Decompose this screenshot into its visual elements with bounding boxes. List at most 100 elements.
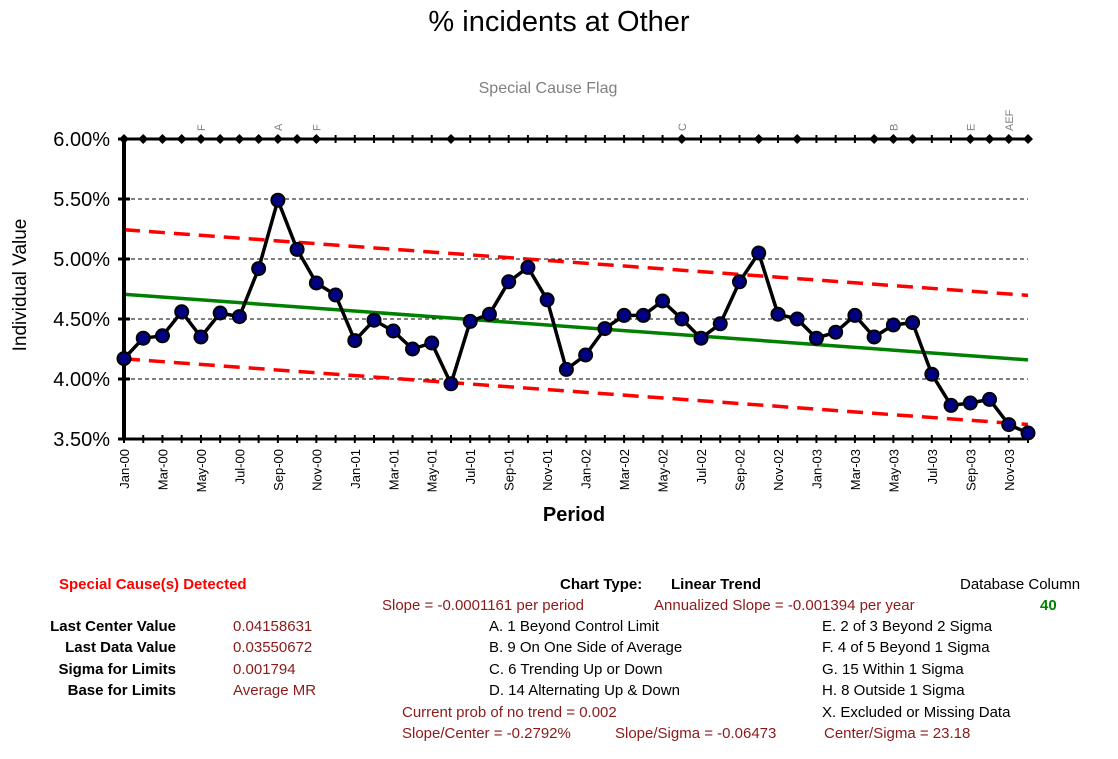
center-sigma: Center/Sigma = 23.18 bbox=[824, 725, 971, 742]
flag-label: F bbox=[196, 124, 208, 131]
data-point bbox=[558, 361, 574, 377]
slope-sigma: Slope/Sigma = -0.06473 bbox=[615, 725, 777, 742]
y-tick-label: 4.00% bbox=[53, 369, 110, 391]
data-point bbox=[116, 351, 132, 367]
data-point bbox=[405, 341, 421, 357]
data-point bbox=[328, 287, 344, 303]
data-point bbox=[135, 330, 151, 346]
data-point bbox=[962, 395, 978, 411]
data-point bbox=[347, 333, 363, 349]
data-point bbox=[443, 376, 459, 392]
flag-label: E bbox=[965, 124, 977, 131]
upper-control-limit bbox=[123, 227, 1029, 298]
x-tick-label: May-00 bbox=[194, 449, 209, 492]
data-point bbox=[943, 397, 959, 413]
data-point bbox=[424, 335, 440, 351]
x-tick-label: Jan-02 bbox=[579, 449, 594, 489]
flag-label: C bbox=[677, 123, 689, 131]
prob-no-trend: Current prob of no trend = 0.002 bbox=[402, 704, 617, 721]
data-point bbox=[674, 311, 690, 327]
y-tick-label: 5.50% bbox=[53, 189, 110, 211]
flag-label: B bbox=[888, 124, 900, 131]
flag-marker bbox=[234, 134, 245, 144]
data-point bbox=[174, 304, 190, 320]
special-cause-label: Special Cause(s) Detected bbox=[59, 576, 247, 593]
chart-plot: F A F C B E AEF 3.50% 4.00% 4.50% 5.00% 5.50% 6.00% J… bbox=[10, 109, 1036, 526]
flag-marker bbox=[984, 134, 995, 144]
data-point bbox=[770, 306, 786, 322]
chart-type-value: Linear Trend bbox=[671, 576, 762, 593]
stat-value-base: Average MR bbox=[233, 682, 317, 699]
flag-marker bbox=[176, 134, 187, 144]
data-point bbox=[212, 305, 228, 321]
flag-marker bbox=[907, 134, 918, 144]
data-point bbox=[481, 306, 497, 322]
x-tick-label: Nov-00 bbox=[309, 449, 324, 491]
x-tick-label: Nov-03 bbox=[1002, 449, 1017, 491]
flag-marker bbox=[138, 134, 149, 144]
data-point bbox=[289, 241, 305, 257]
data-point bbox=[193, 329, 209, 345]
flag-marker bbox=[311, 134, 322, 144]
flag-marker bbox=[195, 134, 206, 144]
rule-e: E. 2 of 3 Beyond 2 Sigma bbox=[822, 618, 993, 635]
data-point bbox=[597, 321, 613, 337]
flag-marker bbox=[157, 134, 168, 144]
data-point bbox=[1001, 417, 1017, 433]
rule-c: C. 6 Trending Up or Down bbox=[489, 661, 663, 678]
rule-f: F. 4 of 5 Beyond 1 Sigma bbox=[822, 639, 990, 656]
data-point bbox=[231, 309, 247, 325]
x-tick-label: Mar-03 bbox=[848, 449, 863, 490]
data-point bbox=[251, 261, 267, 277]
y-axis-title: Individual Value bbox=[10, 219, 31, 352]
rule-g: G. 15 Within 1 Sigma bbox=[822, 661, 964, 678]
x-tick-label: Jan-00 bbox=[117, 449, 132, 489]
x-tick-label: Nov-01 bbox=[540, 449, 555, 491]
stat-value-last-center: 0.04158631 bbox=[233, 618, 313, 635]
flag-marker bbox=[965, 134, 976, 144]
data-point bbox=[905, 315, 921, 331]
data-point bbox=[847, 307, 863, 323]
data-point bbox=[154, 328, 170, 344]
db-column-label: Database Column bbox=[960, 576, 1081, 593]
flag-title: Special Cause Flag bbox=[478, 80, 618, 97]
x-tick-label: Jul-01 bbox=[463, 449, 478, 484]
center-line bbox=[123, 292, 1029, 362]
stat-value-last-data: 0.03550672 bbox=[233, 639, 313, 656]
rule-h: H. 8 Outside 1 Sigma bbox=[822, 682, 965, 699]
data-point bbox=[578, 347, 594, 363]
chart-type-label: Chart Type: bbox=[560, 576, 643, 593]
data-point bbox=[366, 312, 382, 328]
rule-a: A. 1 Beyond Control Limit bbox=[489, 618, 660, 635]
data-point bbox=[616, 307, 632, 323]
data-point bbox=[866, 329, 882, 345]
data-point bbox=[731, 274, 747, 290]
stat-label-sigma: Sigma for Limits bbox=[58, 661, 176, 678]
x-tick-label: May-01 bbox=[425, 449, 440, 492]
data-point bbox=[828, 324, 844, 340]
stat-label-last-data: Last Data Value bbox=[65, 639, 176, 656]
flag-label: A bbox=[273, 123, 285, 131]
x-tick-label: Jul-00 bbox=[232, 449, 247, 484]
y-tick-label: 3.50% bbox=[53, 429, 110, 451]
flag-marker bbox=[753, 134, 764, 144]
stat-value-sigma: 0.001794 bbox=[233, 661, 296, 678]
data-point bbox=[308, 275, 324, 291]
rule-x: X. Excluded or Missing Data bbox=[822, 704, 1011, 721]
x-axis-title: Period bbox=[543, 504, 605, 526]
x-tick-label: May-03 bbox=[886, 449, 901, 492]
slope-center: Slope/Center = -0.2792% bbox=[402, 725, 571, 742]
data-point bbox=[539, 292, 555, 308]
flag-marker bbox=[253, 134, 264, 144]
x-tick-label: Jan-01 bbox=[348, 449, 363, 489]
data-point bbox=[885, 317, 901, 333]
flag-label: F bbox=[311, 124, 323, 131]
data-point bbox=[712, 316, 728, 332]
x-tick-label: Sep-01 bbox=[502, 449, 517, 491]
flag-label: AEF bbox=[1004, 109, 1016, 131]
rule-b: B. 9 On One Side of Average bbox=[489, 639, 683, 656]
data-point bbox=[270, 192, 286, 208]
x-tick-label: Sep-03 bbox=[963, 449, 978, 491]
x-tick-label: Mar-01 bbox=[386, 449, 401, 490]
flag-marker bbox=[676, 134, 687, 144]
